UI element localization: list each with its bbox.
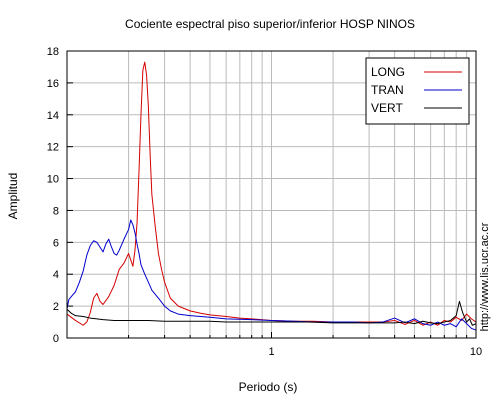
legend-box [365, 57, 470, 125]
series-line-long [67, 61, 476, 326]
y-tick-label: 10 [47, 174, 59, 186]
y-axis-label: Amplitud [6, 173, 20, 220]
axis-ticks: 0 2 4 6 8 10 12 14 16 18 1 10 [47, 46, 482, 358]
x-tick-label: 10 [470, 346, 482, 358]
y-tick-label: 4 [53, 269, 59, 281]
y-tick-label: 8 [53, 205, 59, 217]
series-line-vert [67, 300, 476, 326]
legend-label-long: LONG [371, 65, 405, 79]
y-tick-label: 0 [53, 333, 59, 345]
y-tick-label: 16 [47, 78, 59, 90]
legend: LONG TRAN VERT [365, 57, 470, 125]
grid [67, 51, 476, 338]
series-lines [67, 61, 476, 331]
y-tick-label: 18 [47, 46, 59, 58]
legend-label-tran: TRAN [371, 83, 404, 97]
legend-label-vert: VERT [371, 101, 403, 115]
chart-title: Cociente espectral piso superior/inferio… [125, 17, 415, 31]
source-url-text: http://www.lis.ucr.ac.cr [479, 222, 491, 331]
y-tick-label: 14 [47, 110, 59, 122]
y-tick-label: 2 [53, 301, 59, 313]
y-tick-label: 12 [47, 142, 59, 154]
x-axis-label: Periodo (s) [239, 380, 298, 394]
y-tick-label: 6 [53, 237, 59, 249]
x-tick-label: 1 [268, 346, 274, 358]
